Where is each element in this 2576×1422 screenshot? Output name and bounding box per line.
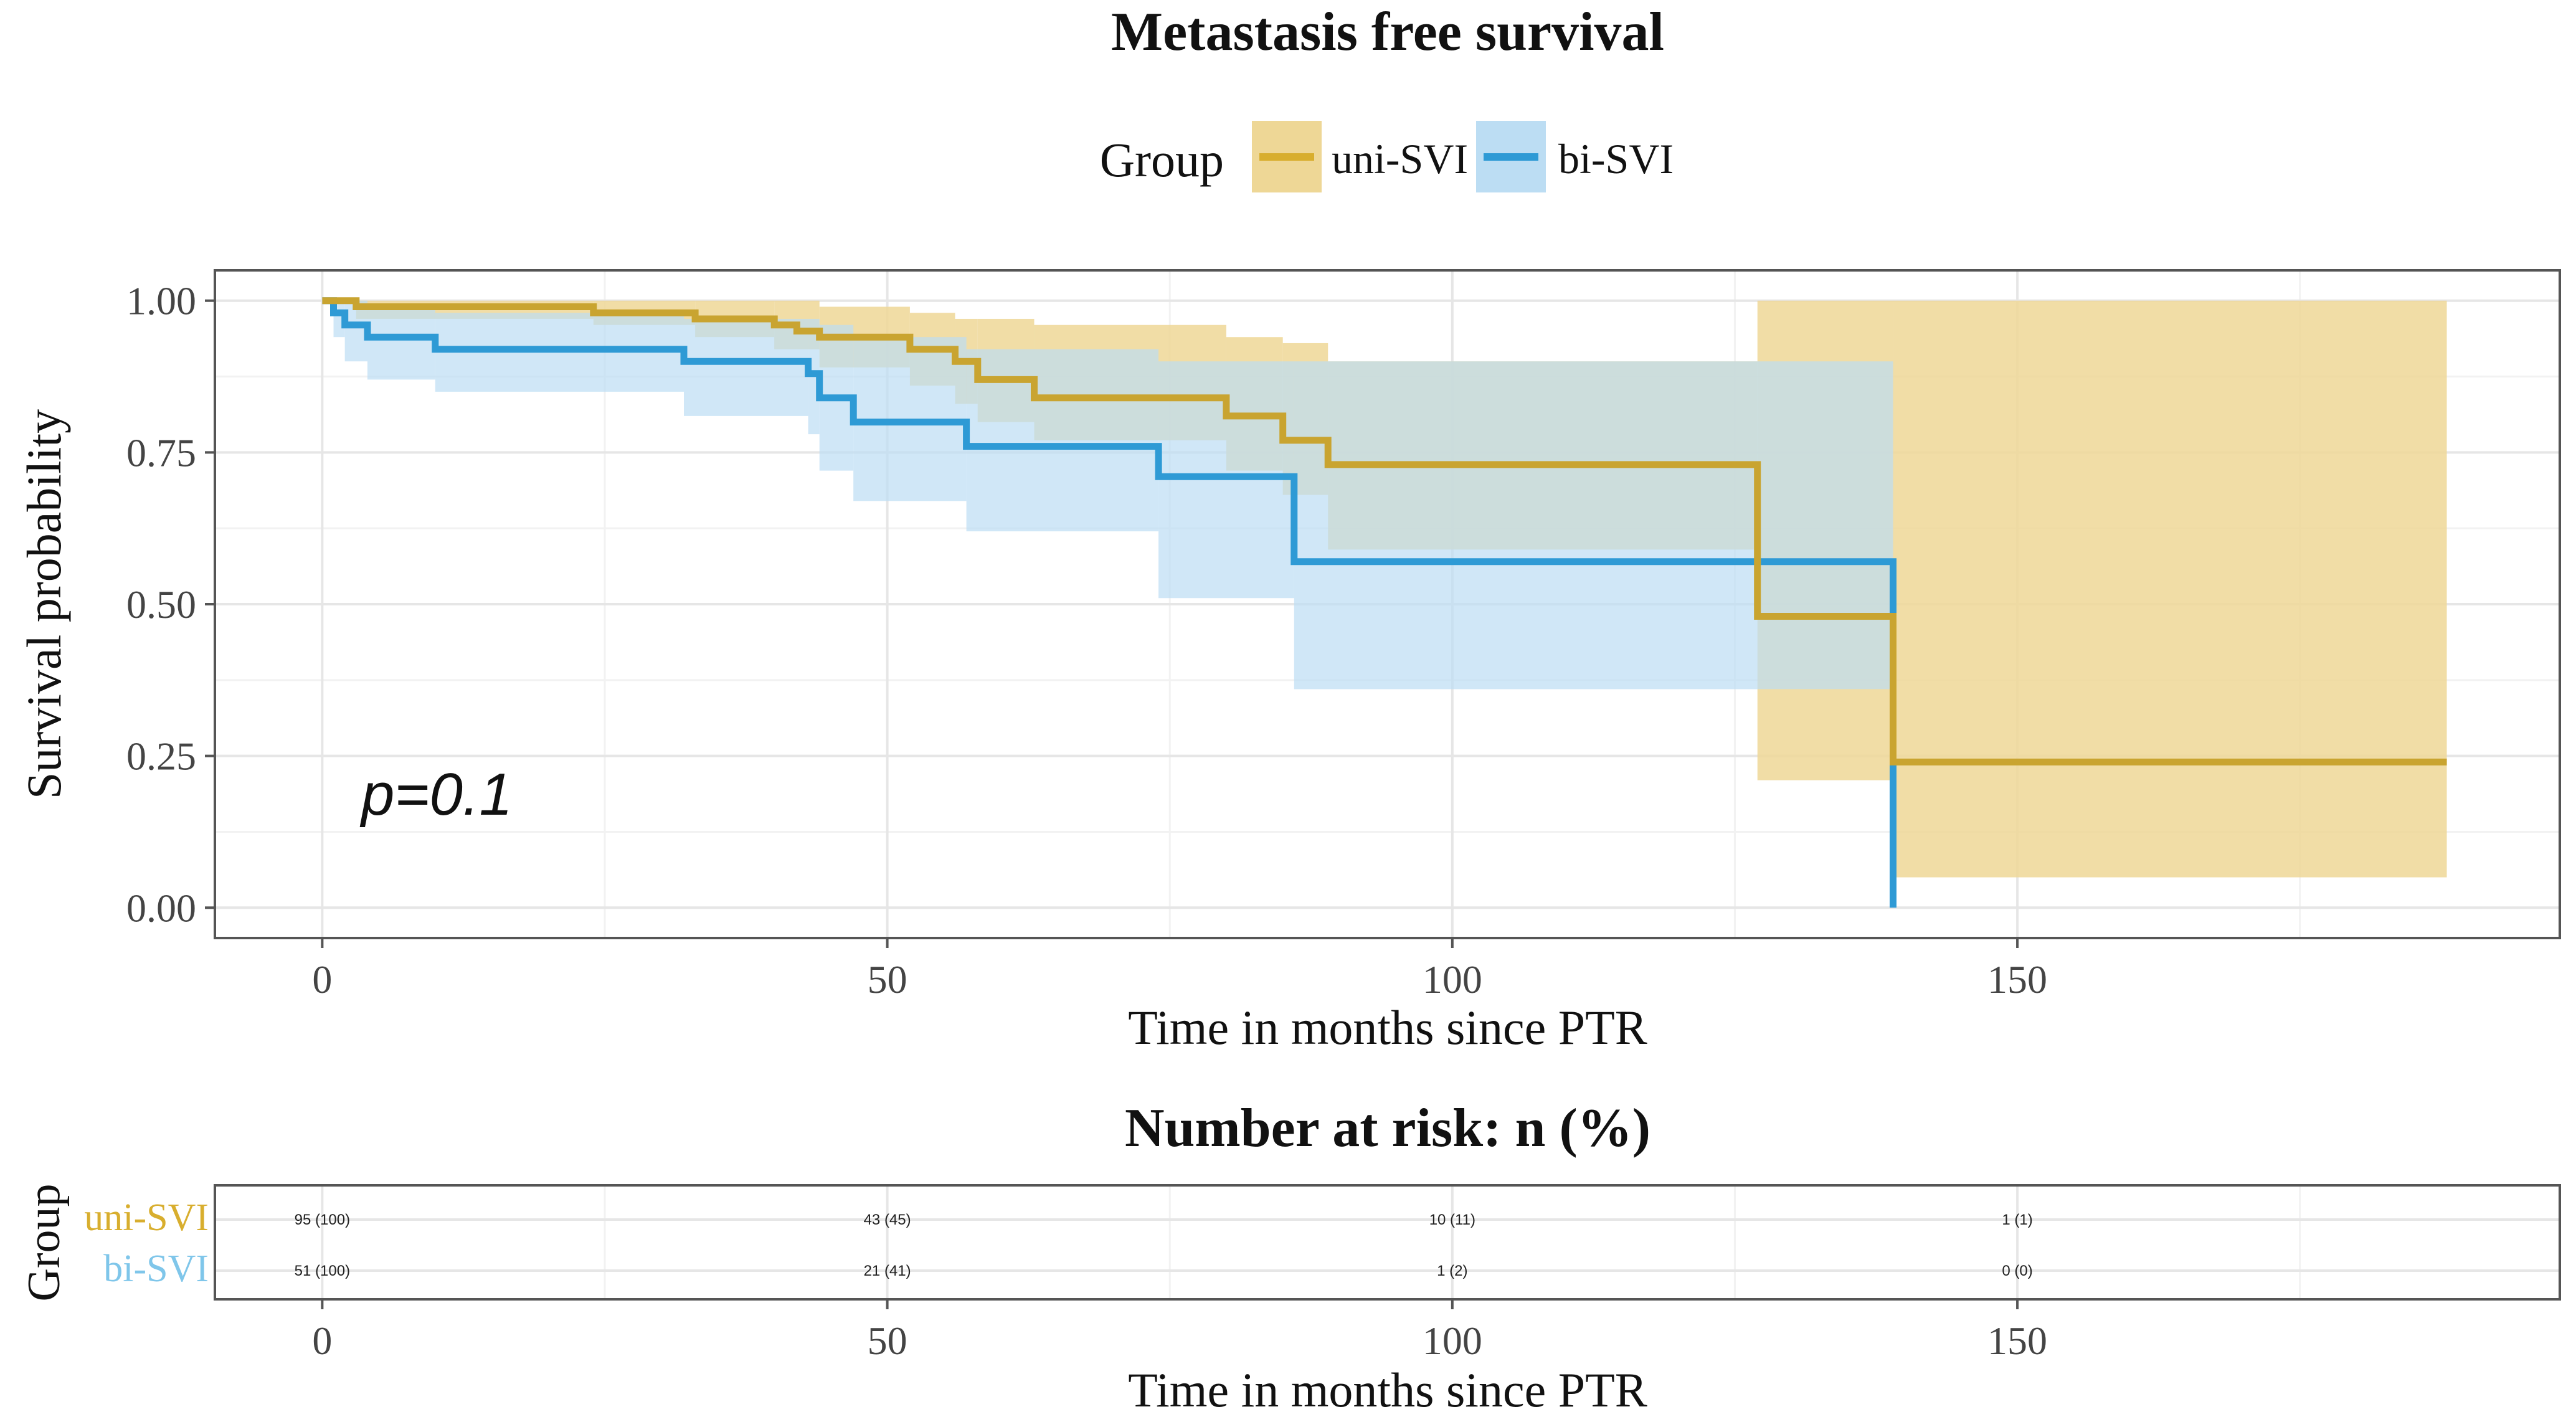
- risk-table-cell: 21 (41): [864, 1263, 911, 1279]
- risk-table-cell: 51 (100): [295, 1263, 350, 1279]
- survival-curve-bi-svi: [322, 297, 1896, 908]
- y-tick-label: 0.00: [126, 886, 196, 930]
- risk-table-cells: 95 (100) 43 (45) 10 (11) 1 (1) 51 (100) 21 (4…: [295, 1211, 2033, 1279]
- axis-ticks: 0 50 100 150 0.00 0.25 0.50 0.75 1.00: [126, 279, 2047, 1002]
- risk-table-cell: 95 (100): [295, 1211, 350, 1228]
- risk-x-tick-label: 150: [1987, 1319, 2047, 1363]
- confidence-band-bi-svi: [684, 318, 808, 416]
- legend-label-uni-svi: uni-SVI: [1332, 135, 1468, 182]
- km-plot-panel: 0 50 100 150 0.00 0.25 0.50 0.75 1.00 p=0.1: [126, 269, 2561, 1002]
- confidence-band-bi-svi: [367, 306, 435, 380]
- confidence-band-uni-svi: [1893, 300, 2447, 878]
- y-tick-label: 1.00: [126, 279, 196, 323]
- risk-x-tick-label: 0: [312, 1319, 332, 1363]
- y-tick-label: 0.50: [126, 582, 196, 627]
- survival-curves: [322, 297, 2447, 908]
- x-axis-label: Time in months since PTR: [1128, 1000, 1647, 1055]
- risk-table-panel: 95 (100) 43 (45) 10 (11) 1 (1) 51 (100) 21 (4…: [214, 1184, 2561, 1363]
- legend-item-bi-svi: bi-SVI: [1476, 121, 1674, 192]
- risk-table-row-label-uni-svi: uni-SVI: [84, 1197, 209, 1239]
- legend-item-uni-svi: uni-SVI: [1252, 121, 1468, 192]
- legend-title: Group: [1100, 133, 1224, 187]
- y-tick-label: 0.25: [126, 734, 196, 779]
- chart-title: Metastasis free survival: [1111, 2, 1664, 62]
- risk-table-border: [214, 1184, 2561, 1301]
- risk-table-background: [215, 1185, 2560, 1299]
- risk-table-x-axis-label: Time in months since PTR: [1128, 1363, 1647, 1417]
- risk-table-x-ticks: 0 50 100 150: [312, 1299, 2047, 1363]
- risk-table-cell: 1 (2): [1437, 1263, 1467, 1279]
- risk-table-cell: 1 (1): [2002, 1211, 2032, 1228]
- x-tick-label: 0: [312, 957, 332, 1002]
- risk-x-tick-label: 50: [868, 1319, 907, 1363]
- risk-table-cell: 10 (11): [1429, 1211, 1475, 1228]
- confidence-band-bi-svi: [344, 300, 367, 362]
- legend-label-bi-svi: bi-SVI: [1558, 135, 1674, 182]
- risk-table-y-axis-label: Group: [19, 1183, 70, 1301]
- confidence-band-bi-svi: [1294, 361, 1893, 690]
- y-tick-label: 0.75: [126, 430, 196, 475]
- survival-curve-uni-svi: [322, 297, 2447, 766]
- risk-table-gridlines: [215, 1185, 2560, 1299]
- p-value-annotation: p=0.1: [359, 761, 513, 828]
- x-tick-label: 50: [868, 957, 907, 1002]
- risk-table-title: Number at risk: n (%): [1125, 1098, 1650, 1159]
- risk-table-cell: 0 (0): [2002, 1263, 2032, 1279]
- risk-table-row-label-bi-svi: bi-SVI: [103, 1248, 209, 1290]
- legend: Group uni-SVI bi-SVI: [1100, 121, 1674, 192]
- y-axis-label: Survival probability: [17, 409, 71, 799]
- x-tick-label: 150: [1987, 957, 2047, 1002]
- risk-x-tick-label: 100: [1423, 1319, 1482, 1363]
- risk-table-cell: 43 (45): [864, 1211, 911, 1228]
- x-tick-label: 100: [1423, 957, 1482, 1002]
